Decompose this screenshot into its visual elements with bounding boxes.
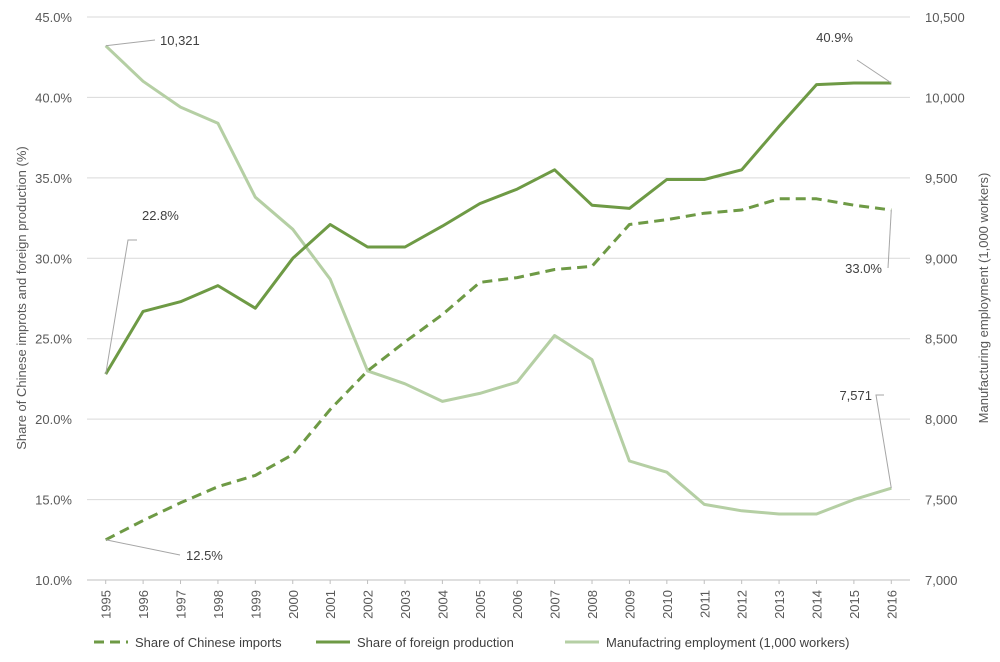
left-tick-label: 10.0% — [35, 573, 72, 588]
annotation-label: 12.5% — [186, 548, 223, 563]
annotation-leader — [887, 210, 892, 269]
left-tick-label: 45.0% — [35, 10, 72, 25]
right-tick-label: 8,000 — [925, 412, 958, 427]
x-tick-label: 2014 — [809, 590, 824, 619]
left-tick-label: 40.0% — [35, 90, 72, 105]
x-tick-label: 1999 — [248, 590, 263, 619]
right-tick-label: 7,500 — [925, 493, 958, 508]
x-tick-label: 1996 — [136, 590, 151, 619]
right-tick-label: 10,500 — [925, 10, 965, 25]
annotation-label: 10,321 — [160, 33, 200, 48]
x-tick-label: 2011 — [697, 590, 712, 618]
x-tick-label: 2002 — [361, 590, 376, 619]
x-tick-label: 2008 — [585, 590, 600, 619]
right-tick-label: 10,000 — [925, 90, 965, 105]
x-tick-label: 2006 — [510, 590, 525, 619]
x-tick-label: 1997 — [174, 590, 189, 619]
right-axis-title: Manufacturing employment (1,000 workers) — [976, 173, 991, 424]
gridlines — [87, 16, 910, 581]
right-tick-label: 7,000 — [925, 573, 958, 588]
x-tick-label: 2010 — [660, 590, 675, 619]
x-tick-label: 2004 — [435, 590, 450, 619]
left-tick-label: 15.0% — [35, 493, 72, 508]
left-tick-label: 30.0% — [35, 251, 72, 266]
x-tick-label: 2003 — [398, 590, 413, 619]
legend-label: Share of foreign production — [357, 635, 514, 650]
annotation-label: 22.8% — [142, 208, 179, 223]
annotation-leader — [105, 239, 137, 375]
legend-label: Share of Chinese imports — [135, 635, 282, 650]
annotation-leader — [105, 39, 156, 47]
x-tick-label: 2009 — [622, 590, 637, 619]
series-line-0 — [105, 197, 892, 542]
series-line-1 — [104, 81, 892, 375]
left-tick-label: 20.0% — [35, 412, 72, 427]
annotation-leader — [105, 539, 181, 556]
x-tick-label: 2016 — [884, 590, 899, 619]
x-tick-label: 2001 — [323, 590, 338, 619]
annotation-label: 7,571 — [839, 388, 872, 403]
left-tick-label: 25.0% — [35, 332, 72, 347]
annotation-label: 40.9% — [816, 30, 853, 45]
x-tick-label: 2013 — [772, 590, 787, 619]
series-line-2 — [104, 44, 892, 516]
series-lines — [104, 44, 892, 542]
left-axis-ticks: 10.0% 15.0% 20.0% 25.0% 30.0% 35.0% 40.0% 45.0% — [35, 10, 72, 588]
x-tick-label: 1995 — [99, 590, 114, 619]
x-tick-label: 2000 — [286, 590, 301, 619]
legend: Share of Chinese imports Share of foreign… — [94, 635, 850, 650]
legend-label: Manufactring employment (1,000 workers) — [606, 635, 850, 650]
right-tick-label: 8,500 — [925, 332, 958, 347]
left-tick-label: 35.0% — [35, 171, 72, 186]
data-annotations: 10,321 22.8% 12.5% 40.9% 33.0% 7,571 — [105, 30, 892, 563]
right-tick-label: 9,000 — [925, 251, 958, 266]
left-axis-title: Share of Chinese improts and foreign pro… — [14, 146, 29, 450]
x-tick-label: 2005 — [473, 590, 488, 619]
x-tick-label: 2012 — [735, 590, 750, 619]
annotation-label: 33.0% — [845, 261, 882, 276]
x-axis-ticks: 1995 1996 1997 1998 1999 2000 2001 2002 2003 2004… — [99, 580, 899, 619]
right-axis-ticks: 7,000 7,500 8,000 8,500 9,000 9,500 10,000 10,5… — [925, 10, 965, 588]
x-tick-label: 1998 — [211, 590, 226, 619]
right-tick-label: 9,500 — [925, 171, 958, 186]
x-tick-label: 2015 — [847, 590, 862, 619]
x-tick-label: 2007 — [548, 590, 563, 619]
annotation-leader — [856, 59, 892, 84]
annotation-leader — [875, 394, 892, 489]
